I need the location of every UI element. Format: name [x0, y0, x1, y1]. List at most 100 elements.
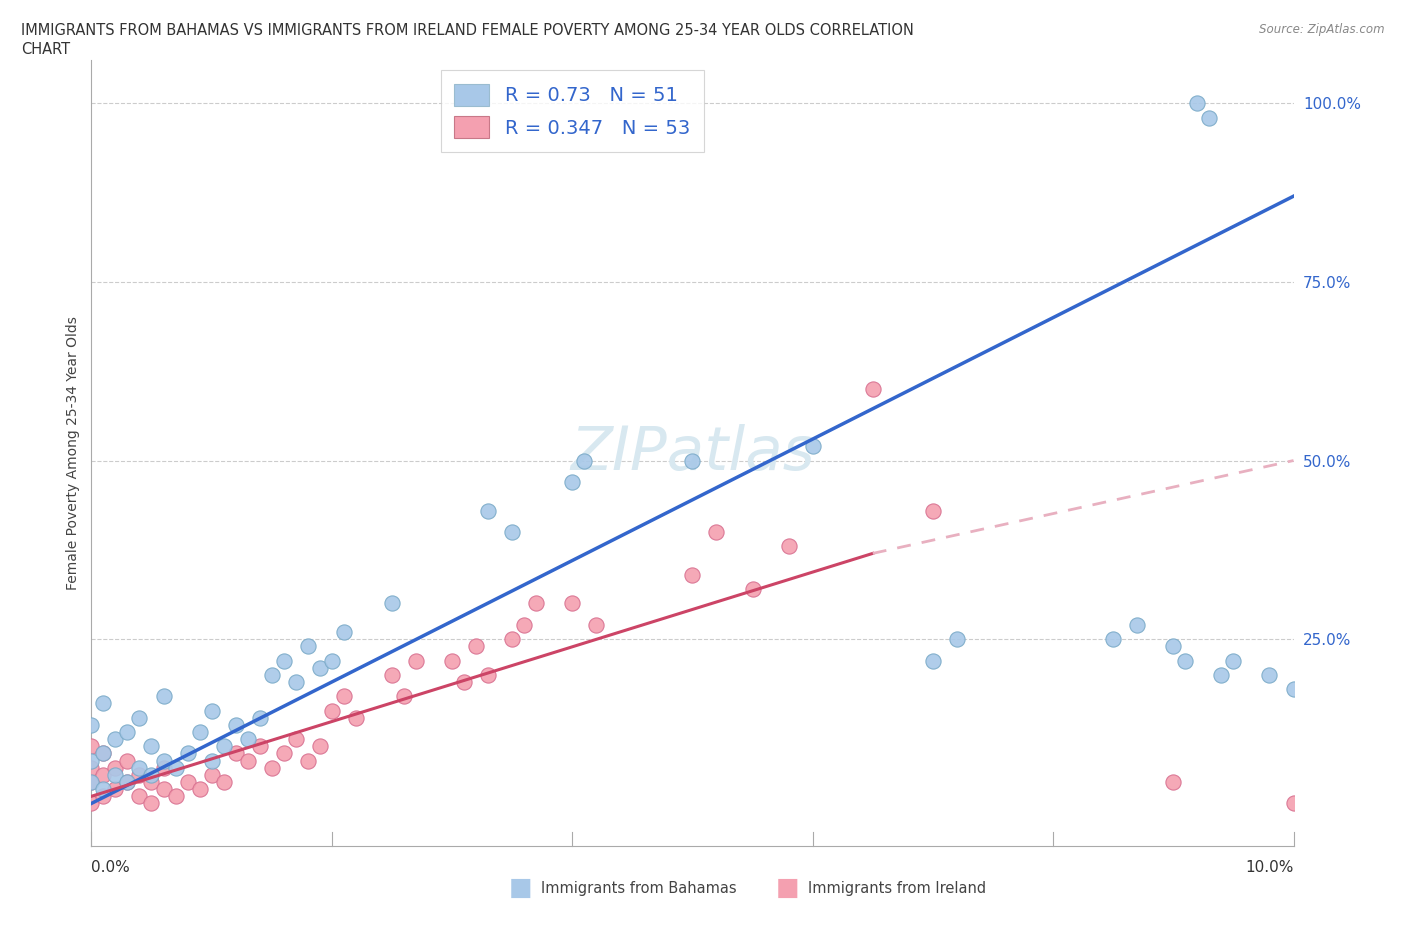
Point	[344, 711, 367, 725]
Point	[501, 525, 523, 539]
Text: 10.0%: 10.0%	[1246, 860, 1294, 875]
Point	[104, 782, 127, 797]
Point	[93, 746, 115, 761]
Text: ■: ■	[509, 876, 531, 900]
Point	[440, 653, 463, 668]
Point	[128, 711, 150, 725]
Point	[93, 746, 115, 761]
Point	[681, 567, 703, 582]
Point	[93, 696, 115, 711]
Point	[284, 732, 307, 747]
Point	[946, 631, 969, 646]
Point	[273, 746, 295, 761]
Point	[201, 703, 224, 718]
Point	[741, 581, 763, 596]
Point	[260, 761, 283, 776]
Point	[308, 660, 330, 675]
Point	[152, 689, 174, 704]
Point	[165, 761, 187, 776]
Point	[333, 625, 356, 640]
Text: Immigrants from Bahamas: Immigrants from Bahamas	[541, 881, 737, 896]
Point	[93, 782, 115, 797]
Point	[308, 738, 330, 753]
Point	[80, 775, 103, 790]
Point	[141, 775, 163, 790]
Point	[117, 724, 139, 739]
Point	[212, 738, 235, 753]
Point	[477, 503, 499, 518]
Point	[321, 653, 343, 668]
Point	[260, 668, 283, 683]
Point	[104, 767, 127, 782]
Point	[225, 746, 247, 761]
Point	[1211, 668, 1233, 683]
Point	[201, 753, 224, 768]
Point	[176, 746, 198, 761]
Point	[165, 789, 187, 804]
Point	[381, 596, 404, 611]
Point	[453, 674, 475, 689]
Point	[1258, 668, 1281, 683]
Point	[80, 796, 103, 811]
Point	[117, 775, 139, 790]
Point	[236, 732, 259, 747]
Point	[80, 761, 103, 776]
Point	[236, 753, 259, 768]
Point	[80, 753, 103, 768]
Point	[104, 732, 127, 747]
Point	[501, 631, 523, 646]
Point	[1282, 796, 1305, 811]
Point	[1187, 96, 1209, 111]
Point	[93, 767, 115, 782]
Point	[188, 782, 211, 797]
Point	[681, 453, 703, 468]
Point	[141, 738, 163, 753]
Point	[381, 668, 404, 683]
Point	[249, 738, 271, 753]
Point	[212, 775, 235, 790]
Text: CHART: CHART	[21, 42, 70, 57]
Point	[405, 653, 427, 668]
Point	[152, 753, 174, 768]
Point	[922, 503, 945, 518]
Point	[141, 796, 163, 811]
Point	[273, 653, 295, 668]
Point	[80, 775, 103, 790]
Point	[297, 753, 319, 768]
Point	[561, 474, 583, 489]
Point	[201, 767, 224, 782]
Point	[249, 711, 271, 725]
Point	[93, 789, 115, 804]
Point	[1198, 110, 1220, 125]
Point	[128, 767, 150, 782]
Point	[1174, 653, 1197, 668]
Point	[117, 775, 139, 790]
Point	[477, 668, 499, 683]
Point	[333, 689, 356, 704]
Point	[176, 775, 198, 790]
Text: IMMIGRANTS FROM BAHAMAS VS IMMIGRANTS FROM IRELAND FEMALE POVERTY AMONG 25-34 YE: IMMIGRANTS FROM BAHAMAS VS IMMIGRANTS FR…	[21, 23, 914, 38]
Point	[465, 639, 488, 654]
Point	[862, 381, 884, 396]
Point	[152, 761, 174, 776]
Text: ZIPatlas: ZIPatlas	[571, 424, 814, 483]
Point	[574, 453, 596, 468]
Point	[778, 538, 800, 553]
Point	[392, 689, 415, 704]
Legend: R = 0.73   N = 51, R = 0.347   N = 53: R = 0.73 N = 51, R = 0.347 N = 53	[440, 70, 704, 152]
Point	[524, 596, 547, 611]
Text: 0.0%: 0.0%	[91, 860, 131, 875]
Point	[284, 674, 307, 689]
Y-axis label: Female Poverty Among 25-34 Year Olds: Female Poverty Among 25-34 Year Olds	[66, 316, 80, 591]
Point	[128, 789, 150, 804]
Point	[152, 782, 174, 797]
Text: Immigrants from Ireland: Immigrants from Ireland	[808, 881, 987, 896]
Point	[1161, 639, 1184, 654]
Point	[321, 703, 343, 718]
Point	[1222, 653, 1244, 668]
Point	[80, 738, 103, 753]
Point	[128, 761, 150, 776]
Point	[1126, 618, 1149, 632]
Point	[513, 618, 536, 632]
Text: ■: ■	[776, 876, 799, 900]
